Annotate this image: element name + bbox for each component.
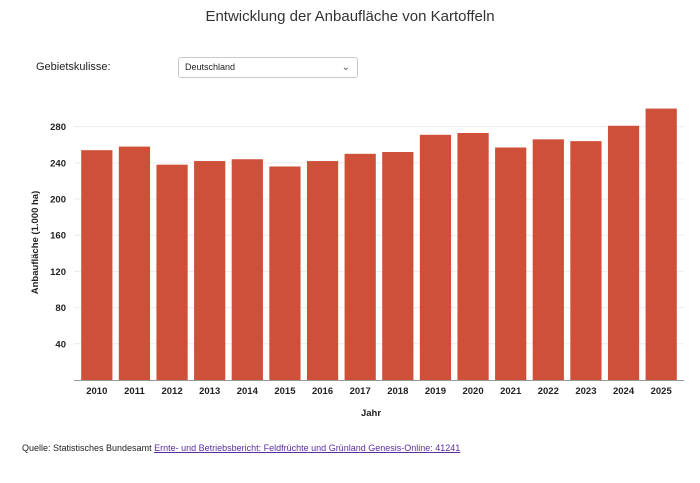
bar-2025[interactable]: [645, 108, 677, 381]
source-note: Quelle: Statistisches Bundesamt Ernte- u…: [22, 443, 460, 453]
source-prefix: Quelle: Statistisches Bundesamt: [22, 443, 152, 453]
chart-title: Entwicklung der Anbaufläche von Kartoffe…: [205, 8, 495, 25]
y-tick-label: 200: [50, 195, 66, 206]
y-axis-title: Anbaufläche (1.000 ha): [30, 191, 41, 294]
y-tick-label: 160: [50, 231, 66, 242]
x-tick-label: 2019: [425, 386, 446, 397]
x-tick-label: 2025: [651, 386, 673, 397]
x-axis-title: Jahr: [361, 408, 381, 419]
bar-2012[interactable]: [156, 164, 188, 380]
y-tick-label: 80: [55, 303, 66, 314]
x-tick-label: 2014: [237, 386, 259, 397]
x-tick-labels: 2010 2011 2012 2013 2014 2015 2016 2017 2018 2019…: [86, 386, 672, 397]
x-tick-label: 2013: [199, 386, 220, 397]
x-tick-label: 2015: [274, 386, 296, 397]
x-tick-label: 2018: [387, 386, 408, 397]
bar-2017[interactable]: [344, 153, 376, 380]
bar-2021[interactable]: [495, 147, 527, 380]
region-select[interactable]: Deutschland ⌄: [178, 57, 358, 78]
region-filter-label: Gebietskulisse:: [36, 61, 111, 73]
bar-chart: 40 80 120 160 200 240 280 2010 2011 2012 2013 2014…: [30, 108, 684, 419]
bar-2022[interactable]: [532, 139, 564, 380]
y-tick-label: 120: [50, 267, 66, 278]
y-tick-label: 280: [50, 122, 66, 133]
x-tick-label: 2021: [500, 386, 522, 397]
bar-2023[interactable]: [570, 141, 602, 380]
x-tick-label: 2020: [462, 386, 483, 397]
bar-2011[interactable]: [118, 146, 151, 380]
chevron-down-icon: ⌄: [341, 62, 350, 73]
bar-2024[interactable]: [607, 125, 640, 380]
x-tick-label: 2024: [613, 386, 635, 397]
bar-2020[interactable]: [457, 133, 489, 380]
x-tick-label: 2017: [350, 386, 371, 397]
bar-2016[interactable]: [306, 161, 339, 380]
x-tick-label: 2012: [161, 386, 182, 397]
x-tick-label: 2010: [86, 386, 107, 397]
bar-2013[interactable]: [194, 161, 226, 380]
bar-2018[interactable]: [382, 152, 414, 380]
region-select-value: Deutschland: [185, 62, 236, 72]
x-tick-label: 2011: [124, 386, 145, 397]
x-tick-label: 2022: [538, 386, 559, 397]
bar-2014[interactable]: [231, 159, 263, 380]
bar-2019[interactable]: [419, 134, 452, 380]
y-tick-label: 240: [50, 158, 66, 169]
x-tick-label: 2023: [575, 386, 596, 397]
bar-2010[interactable]: [81, 150, 113, 380]
source-link[interactable]: Ernte- und Betriebsbericht: Feldfrüchte …: [154, 443, 461, 453]
bar-2015[interactable]: [269, 166, 301, 380]
y-tick-label: 40: [55, 339, 66, 350]
bars: [81, 108, 677, 381]
y-tick-labels: 40 80 120 160 200 240 280: [50, 122, 66, 350]
x-tick-label: 2016: [312, 386, 333, 397]
